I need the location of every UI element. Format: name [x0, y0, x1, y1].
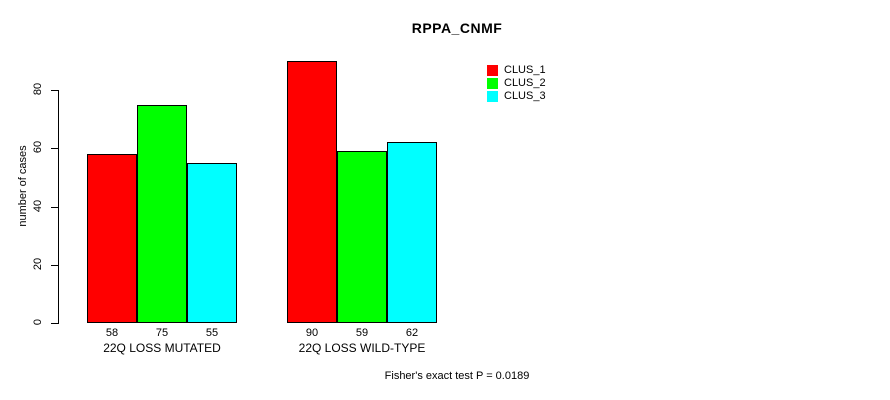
- bar-clus_3-2: [387, 142, 437, 323]
- y-axis-tick: [51, 207, 58, 208]
- y-axis-tick: [51, 323, 58, 324]
- legend-item-clus_1: CLUS_1: [487, 64, 546, 77]
- bar-value-label: 55: [205, 327, 219, 339]
- legend-swatch-icon: [487, 78, 498, 89]
- y-tick-label: 80: [32, 82, 44, 96]
- bar-clus_1-2: [287, 61, 337, 323]
- bar-clus_3-1: [187, 163, 237, 323]
- y-axis-line: [58, 90, 59, 324]
- category-label: 22Q LOSS MUTATED: [103, 341, 221, 355]
- category-label: 22Q LOSS WILD-TYPE: [298, 341, 426, 355]
- bar-value-label: 59: [355, 327, 369, 339]
- y-tick-label: 40: [32, 199, 44, 213]
- bar-value-label: 90: [305, 327, 319, 339]
- legend-item-clus_3: CLUS_3: [487, 90, 546, 103]
- bar-clus_1-1: [87, 154, 137, 323]
- bar-value-label: 58: [105, 327, 119, 339]
- legend-label: CLUS_2: [504, 77, 546, 89]
- legend: CLUS_1 CLUS_2 CLUS_3: [487, 64, 546, 103]
- y-axis-label: number of cases: [17, 145, 29, 227]
- y-tick-label: 60: [32, 140, 44, 154]
- legend-label: CLUS_1: [504, 64, 546, 76]
- bar-clus_2-2: [337, 151, 387, 323]
- bar-clus_2-1: [137, 105, 187, 323]
- chart-title: RPPA_CNMF: [411, 20, 503, 36]
- y-axis-tick: [51, 148, 58, 149]
- bar-value-label: 62: [405, 327, 419, 339]
- legend-swatch-icon: [487, 91, 498, 102]
- legend-item-clus_2: CLUS_2: [487, 77, 546, 90]
- y-tick-label: 0: [32, 318, 44, 326]
- legend-label: CLUS_3: [504, 90, 546, 102]
- stat-annotation: Fisher's exact test P = 0.0189: [384, 370, 530, 382]
- legend-swatch-icon: [487, 65, 498, 76]
- y-axis-tick: [51, 90, 58, 91]
- y-tick-label: 20: [32, 257, 44, 271]
- bar-value-label: 75: [155, 327, 169, 339]
- y-axis-tick: [51, 265, 58, 266]
